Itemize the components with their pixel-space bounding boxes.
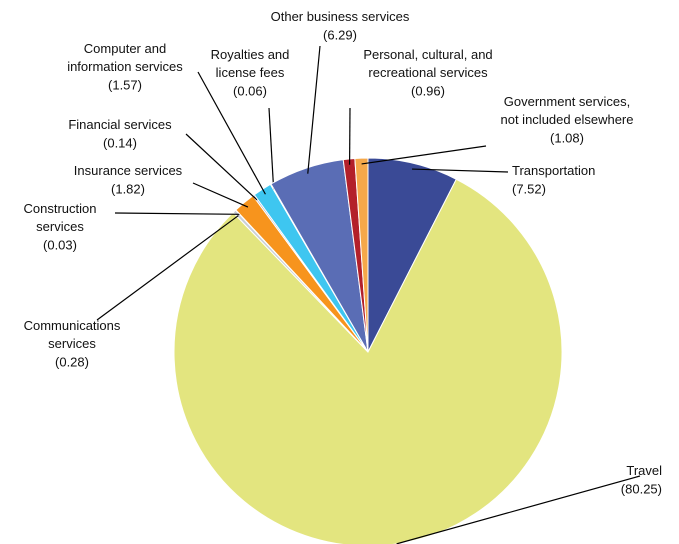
slice-label: Financial services <box>68 117 172 132</box>
label-line: Other business services <box>271 9 410 24</box>
label-line: services <box>36 219 84 234</box>
label-line: services <box>48 336 96 351</box>
label-line: license fees <box>216 65 285 80</box>
label-line: Transportation <box>512 163 595 178</box>
value-label: (1.57) <box>108 77 142 92</box>
slice-label: Personal, cultural, and recreational serv… <box>363 47 492 80</box>
value-label: (0.96) <box>411 83 445 98</box>
value-label: (6.29) <box>323 27 357 42</box>
pie-slice <box>354 157 369 353</box>
label-line: Computer and <box>84 41 166 56</box>
leader-line <box>307 45 321 174</box>
value-label: (0.14) <box>103 135 137 150</box>
label-line: Government services, <box>504 94 630 109</box>
label-line: Personal, cultural, and <box>363 47 492 62</box>
value-label: (1.08) <box>550 130 584 145</box>
leader-line <box>114 212 240 215</box>
slice-label: Government services, not included elsewhe… <box>501 94 634 127</box>
value-label: (0.28) <box>55 354 89 369</box>
slice-label: Transportation <box>512 163 595 178</box>
slice-label: Communications services <box>24 318 121 351</box>
value-label: (0.03) <box>43 237 77 252</box>
slice-label: Royalties and license fees <box>211 47 290 80</box>
slice-label: Other business services <box>271 9 410 24</box>
label-line: Travel <box>626 463 662 478</box>
leader-line <box>192 182 249 208</box>
label-line: Insurance services <box>74 163 183 178</box>
leader-line <box>96 215 239 321</box>
leader-line <box>361 145 487 165</box>
value-label: (0.06) <box>233 83 267 98</box>
leader-line <box>268 107 275 190</box>
slice-label: Travel <box>626 463 662 478</box>
label-line: Communications <box>24 318 121 333</box>
label-line: recreational services <box>368 65 488 80</box>
leader-line <box>185 133 258 201</box>
slice-label: Construction services <box>24 201 97 234</box>
label-line: Construction <box>24 201 97 216</box>
slice-label: Computer and information services <box>67 41 183 74</box>
label-line: Financial services <box>68 117 172 132</box>
value-label: (7.52) <box>512 181 546 196</box>
leader-line <box>412 168 509 173</box>
slice-label: Insurance services <box>74 163 183 178</box>
label-line: information services <box>67 59 183 74</box>
label-line: Royalties and <box>211 47 290 62</box>
value-label: (1.82) <box>111 181 145 196</box>
label-line: not included elsewhere <box>501 112 634 127</box>
value-label: (80.25) <box>621 481 662 496</box>
leader-line <box>396 475 641 544</box>
leader-line <box>197 71 266 195</box>
